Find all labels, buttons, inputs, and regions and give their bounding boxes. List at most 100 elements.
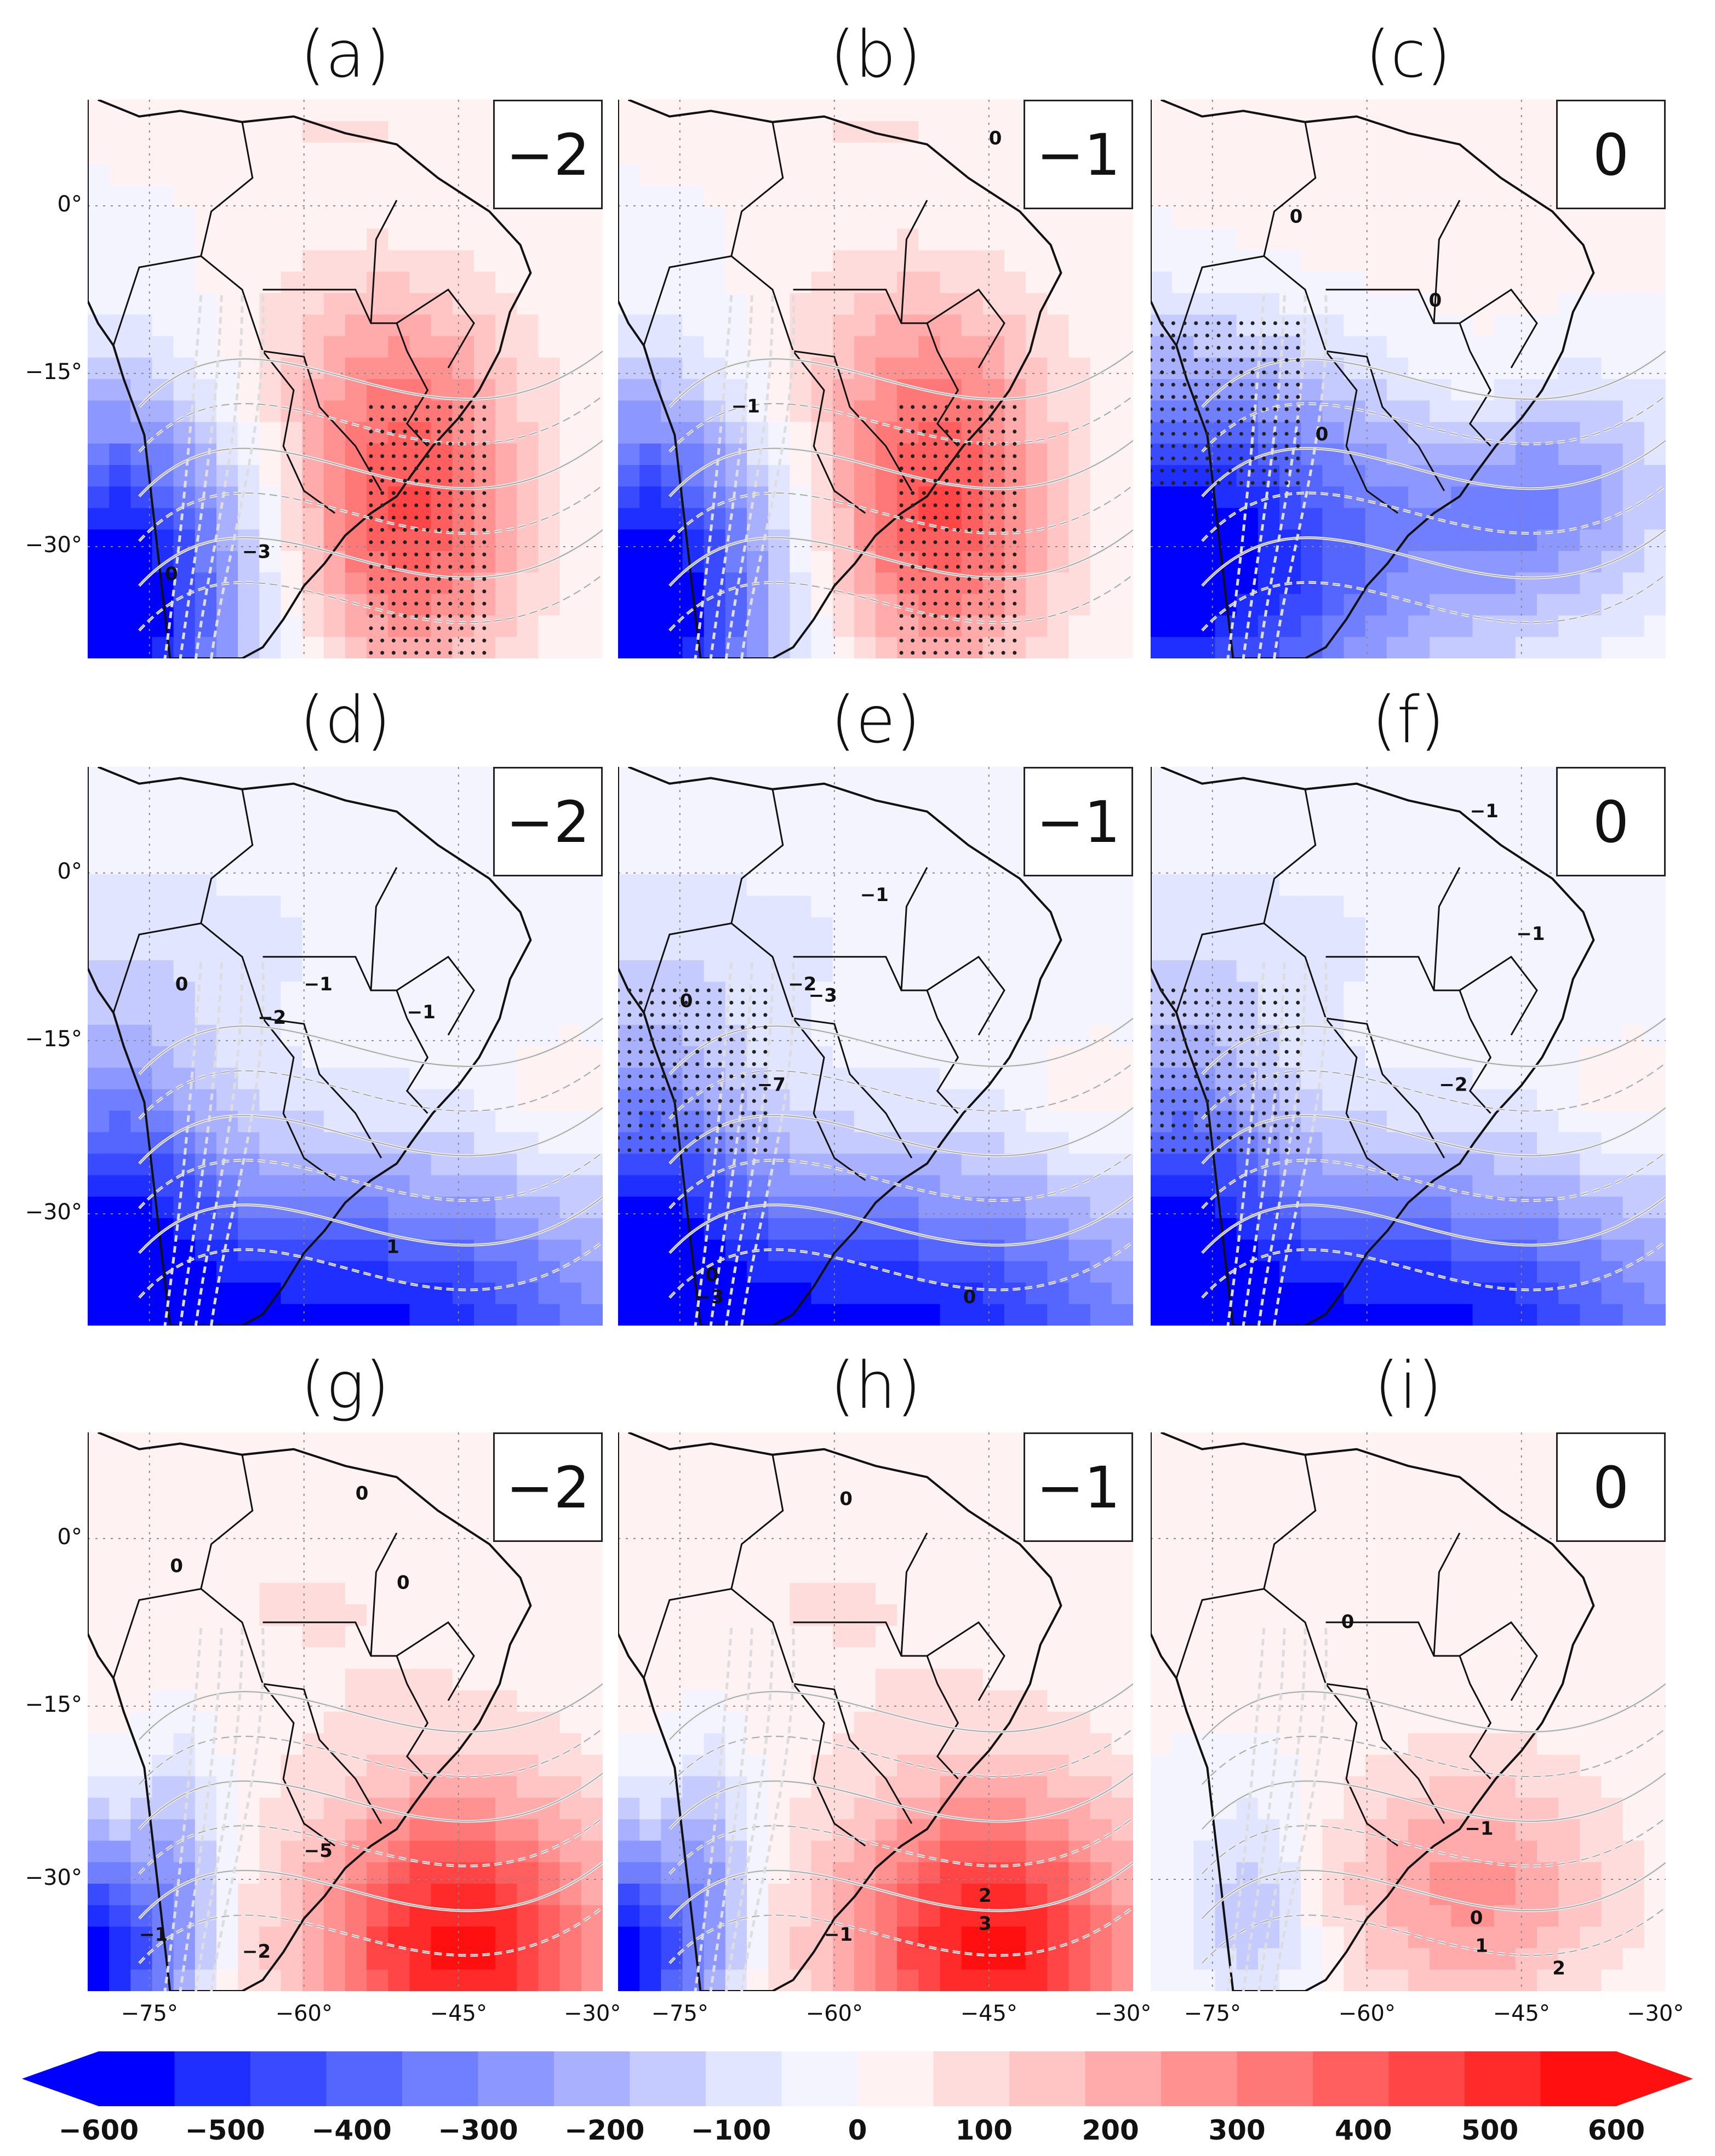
- contour-label: 0: [356, 1482, 369, 1504]
- contour-label: 0: [680, 990, 693, 1012]
- country-border: [370, 1532, 398, 1656]
- contour-label: 0: [1316, 423, 1329, 445]
- latitude-label: 0°: [57, 191, 82, 217]
- contour-line: [163, 1627, 203, 1991]
- colorbar-bin: [402, 2051, 479, 2106]
- lag-label-i: 0: [1556, 1432, 1666, 1542]
- contour-label: 2: [979, 1885, 992, 1907]
- anomaly-field: [88, 100, 603, 658]
- country-border: [1433, 1532, 1461, 1656]
- contour-line: [709, 295, 753, 658]
- contour-line: [1226, 1627, 1266, 1991]
- contour-label: −2: [242, 1941, 271, 1963]
- contour-line: [194, 295, 244, 658]
- contour-label: 0: [1429, 289, 1442, 311]
- panel-title-h: (h): [830, 1348, 922, 1423]
- contour-label: −1: [1465, 1817, 1493, 1839]
- country-border: [1459, 288, 1538, 369]
- country-border: [1263, 1454, 1445, 1824]
- country-border: [927, 288, 1005, 369]
- map-svg-g: 0 0 0 −5 −1 −2: [88, 1432, 603, 1991]
- contour-line: [194, 962, 244, 1326]
- contour-label: 0: [397, 1572, 410, 1594]
- country-border: [1459, 1621, 1538, 1701]
- country-border: [112, 255, 202, 346]
- contour-label: 0: [165, 563, 178, 585]
- country-border: [1263, 122, 1445, 491]
- colorbar-bin: [250, 2051, 327, 2106]
- coastline: [88, 100, 532, 658]
- anomaly-field: [618, 100, 1133, 658]
- longitude-label: −60°: [1338, 2001, 1396, 2026]
- contour-label: −7: [757, 1074, 786, 1096]
- contour-line: [1226, 295, 1266, 658]
- contour-line: [740, 295, 795, 658]
- coastline: [1151, 1432, 1595, 1991]
- map-panel-b: 0 −1: [618, 100, 1133, 658]
- contour-line: [694, 962, 733, 1326]
- country-border: [900, 199, 928, 324]
- latitude-label: −15°: [25, 359, 82, 385]
- contour-line: [179, 1627, 223, 1991]
- lag-label-e: −1: [1024, 767, 1133, 876]
- colorbar-tick-label: 300: [1208, 2114, 1266, 2146]
- country-border: [1325, 1018, 1399, 1182]
- coastline: [618, 1432, 1062, 1991]
- colorbar-bin: [781, 2051, 858, 2106]
- contour-line: [194, 1627, 244, 1991]
- colorbar-bin: [1540, 2051, 1617, 2106]
- contour-line: [740, 1627, 795, 1991]
- latitude-label: 0°: [57, 858, 82, 884]
- country-border: [1468, 1018, 1492, 1114]
- longitude-label: −30°: [1094, 2001, 1152, 2026]
- contour-label: −5: [304, 1840, 333, 1862]
- latitude-label: −30°: [25, 1865, 82, 1890]
- country-border: [1175, 922, 1265, 1013]
- lag-label-g: −2: [493, 1432, 603, 1542]
- contour-label: −1: [1516, 923, 1545, 945]
- lag-label-d: −2: [493, 767, 603, 876]
- contour-line: [1257, 295, 1307, 658]
- map-svg-e: −1−20 −3−70−30: [618, 767, 1133, 1326]
- colorbar-bin: [1161, 2051, 1238, 2106]
- contour-label: 0: [1470, 1907, 1483, 1929]
- contour-line: [724, 295, 774, 658]
- country-border: [927, 955, 1005, 1036]
- colorbar-bin: [174, 2051, 251, 2106]
- colorbar: [22, 2049, 1693, 2109]
- colorbar-tick-label: −200: [564, 2114, 645, 2146]
- colorbar-tick-label: −500: [185, 2114, 265, 2146]
- country-border: [396, 288, 475, 369]
- lag-label-h: −1: [1024, 1432, 1133, 1542]
- contour-label: −1: [860, 884, 889, 906]
- contour-label: −1: [304, 973, 333, 995]
- country-border: [643, 255, 732, 346]
- contour-line: [210, 962, 265, 1326]
- country-border: [396, 955, 475, 1036]
- contour-line: [210, 295, 265, 658]
- colorbar-tick-label: 100: [955, 2114, 1013, 2146]
- country-border: [936, 1018, 959, 1114]
- colorbar-tick-label: 200: [1082, 2114, 1139, 2146]
- country-border: [1325, 1683, 1399, 1847]
- latitude-label: −15°: [25, 1691, 82, 1717]
- contour-label: 0: [175, 973, 188, 995]
- contour-line: [724, 962, 774, 1326]
- anomaly-field: [1151, 100, 1666, 658]
- contour-line: [1242, 962, 1286, 1326]
- contour-line: [709, 1627, 753, 1991]
- longitude-label: −30°: [1626, 2001, 1684, 2026]
- colorbar-arrow-left: [22, 2051, 99, 2106]
- colorbar-tick-label: 400: [1335, 2114, 1392, 2146]
- contour-line: [179, 295, 223, 658]
- country-border: [1263, 789, 1445, 1159]
- contour-label: −1: [407, 1001, 436, 1023]
- map-svg-c: 0 0 0: [1151, 100, 1666, 658]
- map-panel-a: −3 0: [88, 100, 603, 658]
- lag-label-b: −1: [1024, 100, 1133, 209]
- contour-label: −1: [824, 1924, 853, 1946]
- latitude-label: −30°: [25, 1200, 82, 1225]
- latitude-label: −15°: [25, 1026, 82, 1052]
- anomaly-field: [1151, 1432, 1666, 1991]
- lag-label-c: 0: [1556, 100, 1666, 209]
